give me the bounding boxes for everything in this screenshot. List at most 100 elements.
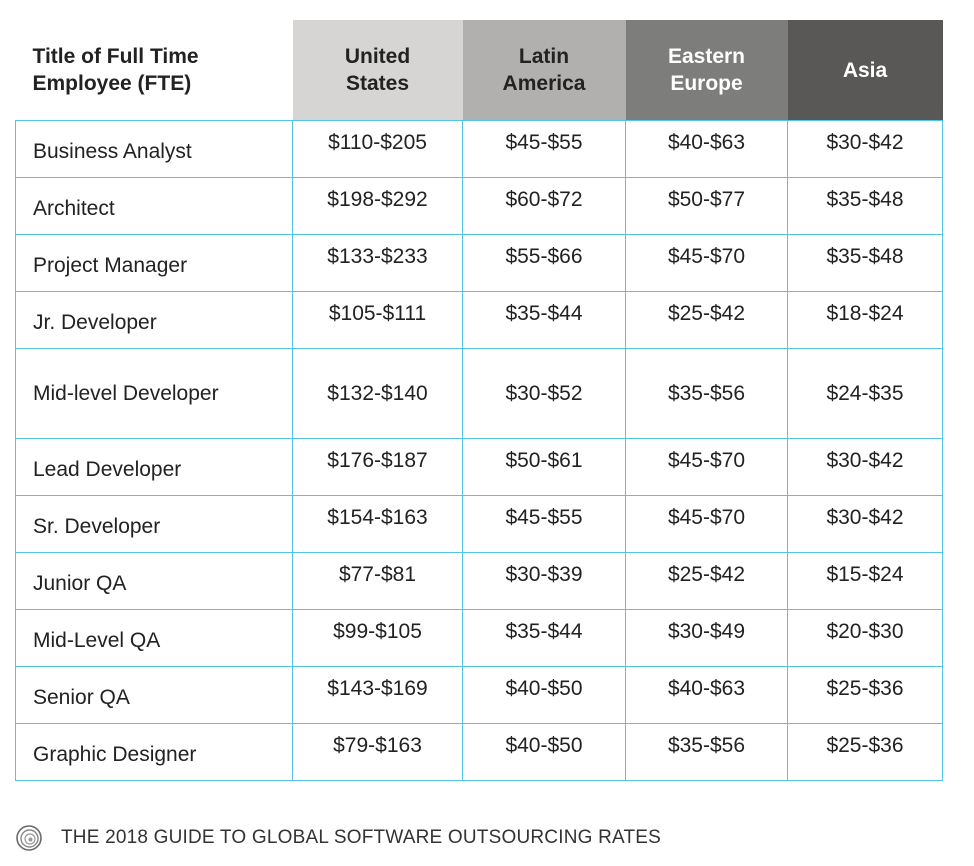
rate-value: $40-$63 xyxy=(667,131,746,154)
footer-source-text: THE 2018 GUIDE TO GLOBAL SOFTWARE OUTSOU… xyxy=(61,827,662,848)
rate-cell-latam: $30-$39 xyxy=(462,552,626,610)
row-title-cell: Project Manager xyxy=(15,234,293,292)
rate-cell-eeu: $25-$42 xyxy=(625,552,788,610)
rate-value: $40-$63 xyxy=(667,677,746,700)
rate-cell-latam: $50-$61 xyxy=(462,438,626,496)
rate-value: $133-$233 xyxy=(327,245,428,268)
table-row: Junior QA $77-$81 $30-$39 $25-$42 $15-$2… xyxy=(15,552,943,610)
table-row: Architect $198-$292 $60-$72 $50-$77 $35-… xyxy=(15,177,943,235)
rate-cell-latam: $55-$66 xyxy=(462,234,626,292)
rate-value: $77-$81 xyxy=(338,563,417,586)
rate-cell-eeu: $45-$70 xyxy=(625,438,788,496)
table-row: Sr. Developer $154-$163 $45-$55 $45-$70 … xyxy=(15,495,943,553)
row-title: Sr. Developer xyxy=(33,515,161,538)
table-row: Graphic Designer $79-$163 $40-$50 $35-$5… xyxy=(15,723,943,781)
rate-cell-latam: $40-$50 xyxy=(462,666,626,724)
rate-value: $20-$30 xyxy=(826,620,904,643)
rate-value: $25-$42 xyxy=(667,563,746,586)
rate-cell-asia: $18-$24 xyxy=(787,291,943,349)
table-row: Business Analyst $110-$205 $45-$55 $40-$… xyxy=(15,120,943,178)
row-title: Junior QA xyxy=(33,572,127,595)
rate-value: $25-$36 xyxy=(826,734,904,757)
rate-value: $35-$56 xyxy=(667,734,746,757)
rate-cell-asia: $15-$24 xyxy=(787,552,943,610)
rate-cell-us: $99-$105 xyxy=(292,609,463,667)
rate-cell-eeu: $35-$56 xyxy=(625,723,788,781)
rate-value: $79-$163 xyxy=(333,734,422,757)
rate-value: $35-$48 xyxy=(826,245,904,268)
rate-value: $30-$49 xyxy=(667,620,746,643)
rate-value: $30-$42 xyxy=(826,506,904,529)
row-title: Senior QA xyxy=(33,686,130,709)
header-region-line1: Latin xyxy=(518,45,570,68)
row-title-cell: Senior QA xyxy=(15,666,293,724)
rate-cell-us: $143-$169 xyxy=(292,666,463,724)
header-eastern-europe: Eastern Europe xyxy=(625,20,788,121)
row-title: Mid-Level QA xyxy=(33,629,161,652)
footer: THE 2018 GUIDE TO GLOBAL SOFTWARE OUTSOU… xyxy=(15,820,661,856)
rate-cell-us: $133-$233 xyxy=(292,234,463,292)
row-title-cell: Graphic Designer xyxy=(15,723,293,781)
rate-value: $35-$44 xyxy=(505,302,583,325)
outsourcing-rates-table: Title of Full Time Employee (FTE) United… xyxy=(15,20,943,781)
header-asia: Asia xyxy=(787,20,943,121)
rate-cell-eeu: $25-$42 xyxy=(625,291,788,349)
rate-cell-us: $198-$292 xyxy=(292,177,463,235)
table-row: Mid-Level QA $99-$105 $35-$44 $30-$49 $2… xyxy=(15,609,943,667)
rate-value: $60-$72 xyxy=(505,188,583,211)
rate-value: $45-$70 xyxy=(667,506,746,529)
header-title-line2: Employee (FTE) xyxy=(32,72,192,95)
rate-value: $40-$50 xyxy=(505,677,583,700)
rate-value: $105-$111 xyxy=(328,302,427,325)
rate-value: $45-$70 xyxy=(667,449,746,472)
table-row: Project Manager $133-$233 $55-$66 $45-$7… xyxy=(15,234,943,292)
row-title: Lead Developer xyxy=(33,458,182,481)
rate-value: $143-$169 xyxy=(327,677,428,700)
header-region-line1: Eastern xyxy=(667,45,746,68)
header-region-line1: United xyxy=(344,45,411,68)
rate-value: $35-$44 xyxy=(505,620,583,643)
rate-cell-asia: $25-$36 xyxy=(787,666,943,724)
rate-cell-latam: $45-$55 xyxy=(462,495,626,553)
rate-cell-eeu: $35-$56 xyxy=(625,348,788,439)
rate-value: $18-$24 xyxy=(826,302,904,325)
row-title: Architect xyxy=(33,197,115,220)
rates-table-container: Title of Full Time Employee (FTE) United… xyxy=(15,20,943,781)
rate-cell-asia: $20-$30 xyxy=(787,609,943,667)
rate-value: $55-$66 xyxy=(505,245,583,268)
row-title-cell: Mid-level Developer xyxy=(15,348,293,439)
swirl-logo-icon xyxy=(16,825,42,851)
row-title-cell: Business Analyst xyxy=(15,120,293,178)
row-title-cell: Architect xyxy=(15,177,293,235)
rate-cell-us: $110-$205 xyxy=(292,120,463,178)
header-region-line2: America xyxy=(502,72,586,95)
rate-value: $110-$205 xyxy=(328,131,427,154)
rate-value: $30-$52 xyxy=(505,381,583,405)
rate-value: $30-$39 xyxy=(505,563,583,586)
rate-cell-us: $154-$163 xyxy=(292,495,463,553)
rate-cell-asia: $25-$36 xyxy=(787,723,943,781)
rate-value: $50-$61 xyxy=(505,449,583,472)
row-title: Jr. Developer xyxy=(33,311,157,334)
row-title: Graphic Designer xyxy=(33,743,197,766)
rate-cell-us: $105-$111 xyxy=(292,291,463,349)
header-united-states: United States xyxy=(292,20,463,121)
rate-cell-us: $176-$187 xyxy=(292,438,463,496)
rate-value: $30-$42 xyxy=(826,131,904,154)
rate-cell-eeu: $40-$63 xyxy=(625,666,788,724)
rate-cell-latam: $40-$50 xyxy=(462,723,626,781)
row-title-cell: Junior QA xyxy=(15,552,293,610)
rate-value: $35-$56 xyxy=(667,381,746,405)
rate-cell-asia: $30-$42 xyxy=(787,438,943,496)
rate-value: $30-$42 xyxy=(826,449,904,472)
row-title-cell: Lead Developer xyxy=(15,438,293,496)
rate-cell-us: $132-$140 xyxy=(292,348,463,439)
rate-cell-asia: $30-$42 xyxy=(787,120,943,178)
rate-cell-us: $79-$163 xyxy=(292,723,463,781)
rate-value: $45-$55 xyxy=(505,131,583,154)
rate-cell-asia: $24-$35 xyxy=(787,348,943,439)
rate-value: $24-$35 xyxy=(826,381,904,405)
rate-cell-eeu: $30-$49 xyxy=(625,609,788,667)
rate-cell-latam: $45-$55 xyxy=(462,120,626,178)
rate-value: $45-$70 xyxy=(667,245,746,268)
